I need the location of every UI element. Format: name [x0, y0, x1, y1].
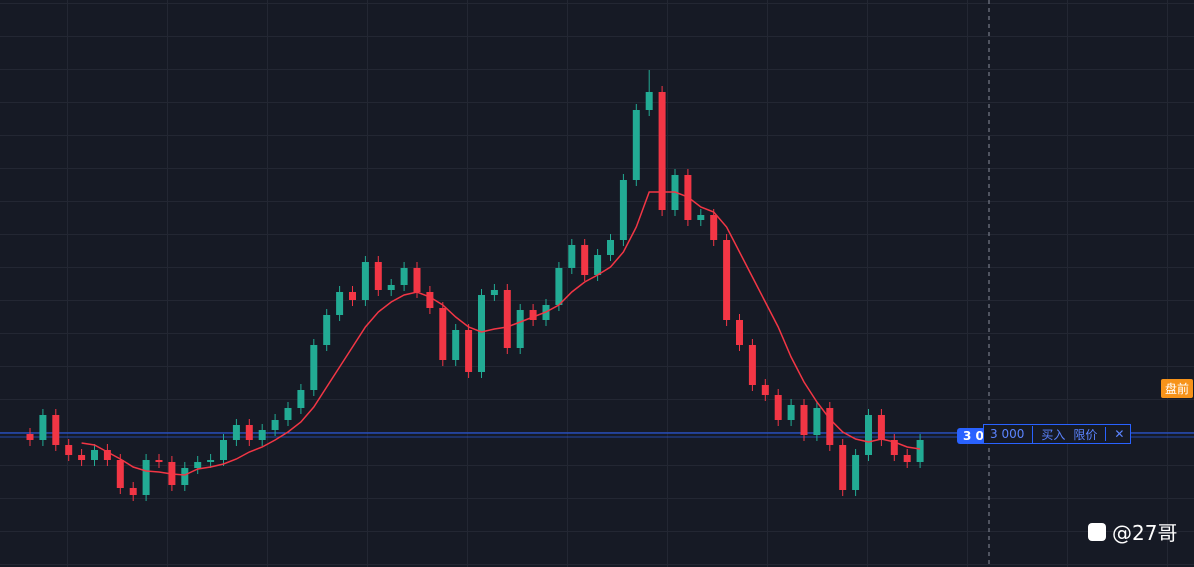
candle-body [465, 330, 473, 372]
candle-body [142, 460, 150, 495]
order-type: 限价 [1073, 427, 1098, 442]
candle-body [865, 415, 872, 455]
candle-body [774, 395, 782, 420]
candle-body [323, 315, 331, 345]
candle-body [39, 415, 47, 440]
candle-body [877, 415, 885, 440]
candle-body [710, 215, 718, 240]
candle-body [503, 290, 511, 348]
candle-body [516, 310, 524, 348]
candle-body [619, 180, 627, 240]
candle-body [65, 445, 73, 455]
candle-body [658, 92, 666, 210]
candle-body [903, 455, 911, 462]
candle-body [439, 308, 447, 360]
candle-body [155, 460, 163, 462]
candle-body [271, 420, 279, 430]
order-close[interactable]: ✕ [1105, 427, 1124, 441]
candle-body [310, 345, 318, 390]
candle-body [594, 255, 602, 275]
candle-body [632, 110, 640, 180]
candle-body [568, 245, 576, 268]
candle-body [220, 440, 227, 460]
candle-body [607, 240, 614, 255]
candle-body [232, 425, 240, 440]
candle-body [748, 345, 756, 385]
ma-line [81, 191, 921, 476]
order-quantity: 3 000 [990, 427, 1025, 441]
candle-body [413, 268, 421, 292]
candle-body [349, 292, 356, 300]
candle-body [116, 460, 124, 488]
candle-body [916, 440, 924, 462]
candle-body [194, 462, 202, 468]
candle-body [207, 460, 215, 462]
candle-body [697, 215, 705, 220]
candle-body [452, 330, 460, 360]
candle-body [129, 488, 137, 495]
order-price-tag[interactable]: 3 0 [957, 428, 990, 444]
candle-body [426, 292, 434, 308]
candle-body [297, 390, 305, 408]
candle-body [103, 450, 111, 460]
candle-body [400, 268, 408, 285]
candle-body [374, 262, 382, 290]
candle-body [336, 292, 344, 315]
candle-body [490, 290, 498, 295]
candle-body [52, 415, 60, 445]
candle-body [284, 408, 292, 420]
candle-body [387, 285, 395, 290]
candle-body [258, 430, 266, 440]
candle-body [826, 408, 834, 445]
candle-body [91, 450, 98, 460]
candle-body [529, 310, 537, 320]
session-tag: 盘前 [1161, 379, 1194, 398]
candle-body [800, 405, 808, 435]
candle-body [581, 245, 589, 275]
watermark-text: @27哥 [1112, 521, 1178, 545]
order-side: 买入 [1032, 425, 1065, 443]
candle-body [839, 445, 847, 490]
watermark: @27哥 [1088, 517, 1177, 546]
order-panel[interactable]: 3 000 买入 限价 ✕ [983, 424, 1132, 444]
candle-body [890, 440, 898, 455]
candle-body [78, 455, 86, 460]
candle-body [361, 262, 369, 300]
candle-body [245, 425, 253, 440]
candle-body [813, 408, 821, 435]
candle-body [645, 92, 653, 110]
candle-body [478, 295, 485, 372]
candle-body [761, 385, 769, 395]
candle-body [852, 455, 860, 490]
candle-body [181, 468, 189, 485]
candle-body [736, 320, 743, 345]
candle-body [723, 240, 731, 320]
watermark-icon [1088, 522, 1106, 541]
candle-body [26, 434, 34, 440]
candle-body [787, 405, 795, 420]
candle-body [555, 268, 563, 305]
